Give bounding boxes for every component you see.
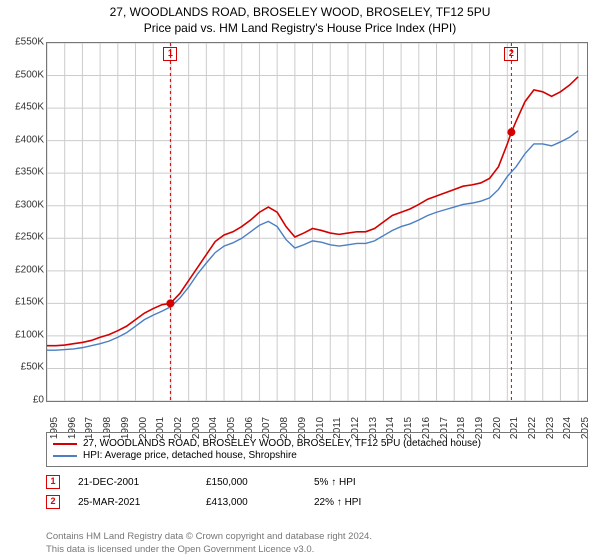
tx-price: £413,000 <box>206 497 296 508</box>
tx-vs-hpi: 5% ↑ HPI <box>314 477 414 488</box>
chart-svg <box>47 43 587 401</box>
legend-label: 27, WOODLANDS ROAD, BROSELEY WOOD, BROSE… <box>83 438 481 449</box>
y-tick-label: £250K <box>2 232 44 243</box>
y-tick-label: £400K <box>2 134 44 145</box>
tx-row: 1 21-DEC-2001 £150,000 5% ↑ HPI <box>46 472 588 492</box>
legend-label: HPI: Average price, detached house, Shro… <box>83 450 297 461</box>
tx-date: 21-DEC-2001 <box>78 477 188 488</box>
chart-title: 27, WOODLANDS ROAD, BROSELEY WOOD, BROSE… <box>0 0 600 36</box>
transactions-table: 1 21-DEC-2001 £150,000 5% ↑ HPI 2 25-MAR-2021… <box>46 472 588 512</box>
y-tick-label: £150K <box>2 297 44 308</box>
footer-attribution: Contains HM Land Registry data © Crown c… <box>46 531 372 556</box>
transaction-marker-1: 1 <box>163 47 177 61</box>
legend-swatch <box>53 443 77 445</box>
y-tick-label: £300K <box>2 199 44 210</box>
y-tick-label: £50K <box>2 362 44 373</box>
transaction-marker-2: 2 <box>504 47 518 61</box>
y-tick-label: £0 <box>2 395 44 406</box>
y-tick-label: £350K <box>2 167 44 178</box>
y-tick-label: £450K <box>2 102 44 113</box>
legend: 27, WOODLANDS ROAD, BROSELEY WOOD, BROSE… <box>46 432 588 467</box>
chart-plot-area: 12 <box>46 42 588 402</box>
legend-swatch <box>53 455 77 457</box>
tx-number-box: 1 <box>46 475 60 489</box>
title-line1: 27, WOODLANDS ROAD, BROSELEY WOOD, BROSE… <box>0 4 600 20</box>
tx-row: 2 25-MAR-2021 £413,000 22% ↑ HPI <box>46 492 588 512</box>
tx-vs-hpi: 22% ↑ HPI <box>314 497 414 508</box>
tx-number-box: 2 <box>46 495 60 509</box>
footer-line1: Contains HM Land Registry data © Crown c… <box>46 531 372 543</box>
y-tick-label: £200K <box>2 264 44 275</box>
y-tick-label: £500K <box>2 69 44 80</box>
legend-row: 27, WOODLANDS ROAD, BROSELEY WOOD, BROSE… <box>53 438 581 449</box>
y-tick-label: £550K <box>2 37 44 48</box>
tx-date: 25-MAR-2021 <box>78 497 188 508</box>
legend-row: HPI: Average price, detached house, Shro… <box>53 450 581 461</box>
y-tick-label: £100K <box>2 329 44 340</box>
footer-line2: This data is licensed under the Open Gov… <box>46 544 372 556</box>
title-line2: Price paid vs. HM Land Registry's House … <box>0 20 600 36</box>
tx-price: £150,000 <box>206 477 296 488</box>
